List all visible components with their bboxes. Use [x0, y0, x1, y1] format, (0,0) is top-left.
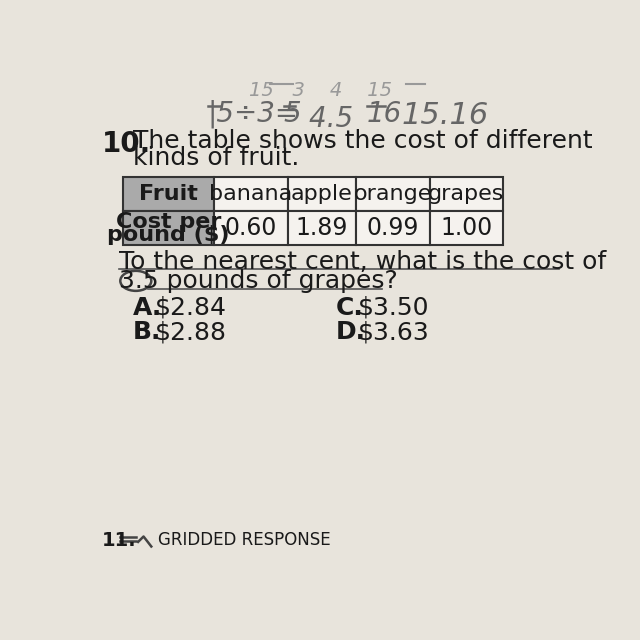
Text: $2.88: $2.88	[154, 321, 227, 344]
Text: C.: C.	[336, 296, 364, 320]
Text: 1.89: 1.89	[296, 216, 348, 240]
Text: A.: A.	[132, 296, 162, 320]
Text: pound ($): pound ($)	[107, 225, 230, 245]
Bar	[429, 177, 503, 211]
Text: The table shows the cost of different: The table shows the cost of different	[132, 129, 593, 153]
Text: $2.84: $2.84	[154, 296, 227, 320]
Text: 1.00: 1.00	[440, 216, 492, 240]
Text: 15.16: 15.16	[402, 100, 489, 130]
Text: 11.: 11.	[102, 531, 136, 550]
Bar	[429, 211, 503, 244]
Text: GRIDDED RESPONSE: GRIDDED RESPONSE	[157, 531, 330, 549]
Text: grapes: grapes	[428, 184, 504, 204]
Text: 4.5: 4.5	[308, 105, 371, 133]
Bar	[356, 211, 429, 244]
Bar	[288, 211, 356, 244]
Text: 5: 5	[284, 100, 301, 128]
Text: Cost per: Cost per	[116, 212, 221, 232]
Text: apple: apple	[291, 184, 353, 204]
Bar	[356, 177, 429, 211]
Bar	[123, 177, 214, 211]
Text: |5÷3=: |5÷3=	[208, 99, 299, 128]
Bar	[214, 211, 288, 244]
Text: banana: banana	[209, 184, 292, 204]
Text: kinds of fruit.: kinds of fruit.	[132, 146, 299, 170]
Text: Fruit: Fruit	[139, 184, 198, 204]
Text: $3.63: $3.63	[358, 321, 429, 344]
Text: 0.60: 0.60	[225, 216, 277, 240]
Text: D.: D.	[336, 321, 365, 344]
Bar	[214, 177, 288, 211]
Text: To the nearest cent, what is the cost of: To the nearest cent, what is the cost of	[119, 250, 606, 273]
Bar	[288, 177, 356, 211]
Text: 15   3    4    15: 15 3 4 15	[249, 81, 392, 100]
Text: 0.99: 0.99	[367, 216, 419, 240]
Text: 16: 16	[367, 100, 402, 128]
Text: B.: B.	[132, 321, 161, 344]
Text: $3.50: $3.50	[358, 296, 429, 320]
Bar	[123, 211, 214, 244]
Text: 3.5 pounds of grapes?: 3.5 pounds of grapes?	[119, 269, 397, 293]
Text: orange: orange	[353, 184, 432, 204]
Text: 10.: 10.	[102, 130, 151, 158]
